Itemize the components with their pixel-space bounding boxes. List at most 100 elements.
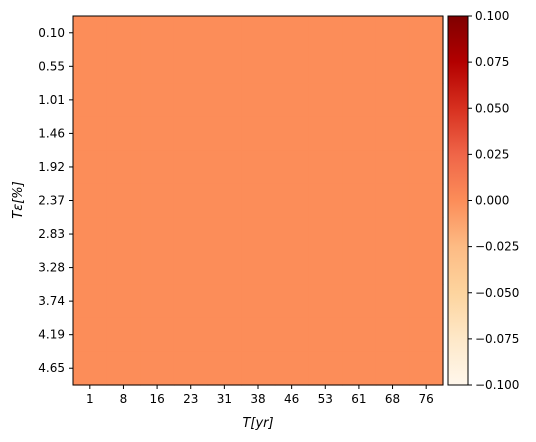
heatmap-cell: [107, 50, 141, 84]
heatmap-cell: [275, 351, 309, 385]
heatmap-cell: [376, 351, 410, 385]
colorbar-tick-label: −0.025: [475, 240, 519, 254]
heatmap-cell: [174, 251, 208, 285]
heatmap-cell: [376, 150, 410, 184]
x-axis-label: T[yr]: [242, 416, 273, 431]
y-tick-label: 2.37: [38, 194, 65, 208]
heatmap-cell: [73, 284, 107, 318]
heatmap-cell: [376, 83, 410, 117]
heatmap-cell: [275, 284, 309, 318]
x-tick-label: 23: [183, 392, 198, 406]
heatmap-cell: [409, 184, 443, 218]
heatmap-cell: [342, 150, 376, 184]
x-tick-label: 31: [217, 392, 232, 406]
heatmap-cell: [376, 217, 410, 251]
y-tick-label: 4.19: [38, 328, 65, 342]
x-tick-label: 61: [351, 392, 366, 406]
heatmap-cell: [208, 217, 242, 251]
heatmap-cell: [308, 50, 342, 84]
heatmap-cell: [140, 318, 174, 352]
heatmap-cell: [308, 150, 342, 184]
heatmap-cell: [174, 150, 208, 184]
heatmap-cell: [275, 117, 309, 151]
heatmap-cell: [241, 150, 275, 184]
heatmap-cell: [342, 351, 376, 385]
heatmap-cell: [208, 150, 242, 184]
x-tick-label: 1: [86, 392, 94, 406]
heatmap-cell: [342, 83, 376, 117]
heatmap-cell: [140, 117, 174, 151]
heatmap-cell: [308, 217, 342, 251]
y-tick-label: 2.83: [38, 227, 65, 241]
x-tick-label: 68: [385, 392, 400, 406]
y-tick-label: 1.46: [38, 126, 65, 140]
x-tick-label: 53: [318, 392, 333, 406]
heatmap-cell: [208, 351, 242, 385]
heatmap-cell: [140, 16, 174, 50]
colorbar-tick-label: 0.050: [475, 101, 509, 115]
heatmap-cell: [409, 251, 443, 285]
x-tick-label: 46: [284, 392, 299, 406]
heatmap-cell: [174, 16, 208, 50]
heatmap-cell: [174, 184, 208, 218]
colorbar-tick-label: 0.025: [475, 147, 509, 161]
heatmap-cell: [208, 318, 242, 352]
colorbar-tick-label: 0.075: [475, 55, 509, 69]
y-tick-label: 0.10: [38, 26, 65, 40]
heatmap-cell: [241, 351, 275, 385]
y-tick-label: 1.92: [38, 160, 65, 174]
colorbar-tick-label: −0.100: [475, 378, 519, 392]
heatmap-cell: [275, 251, 309, 285]
heatmap-cell: [376, 184, 410, 218]
heatmap-cell: [308, 184, 342, 218]
x-tick-label: 76: [419, 392, 434, 406]
heatmap-cell: [107, 251, 141, 285]
heatmap-cell: [241, 217, 275, 251]
heatmap-cell: [174, 217, 208, 251]
heatmap-cell: [140, 284, 174, 318]
heatmap-cell: [409, 16, 443, 50]
heatmap-cell: [308, 83, 342, 117]
x-tick-label: 8: [120, 392, 128, 406]
heatmap-cell: [409, 50, 443, 84]
heatmap-cell: [308, 351, 342, 385]
heatmap-cell: [208, 184, 242, 218]
heatmap-cell: [140, 217, 174, 251]
heatmap-cell: [241, 318, 275, 352]
heatmap-cell: [208, 251, 242, 285]
heatmap-cell: [241, 50, 275, 84]
heatmap-cell: [73, 117, 107, 151]
heatmap-cell: [308, 117, 342, 151]
heatmap-cell: [208, 284, 242, 318]
heatmap-cell: [376, 318, 410, 352]
heatmap-cell: [241, 83, 275, 117]
heatmap-cell: [275, 16, 309, 50]
colorbar-tick-label: 0.100: [475, 9, 509, 23]
heatmap-cell: [342, 217, 376, 251]
heatmap-cell: [342, 184, 376, 218]
colorbar-tick-label: −0.075: [475, 332, 519, 346]
heatmap-cell: [208, 83, 242, 117]
heatmap-cell: [409, 117, 443, 151]
heatmap-cell: [73, 83, 107, 117]
heatmap-cell: [342, 251, 376, 285]
heatmap-cell: [376, 50, 410, 84]
heatmap-cell: [308, 284, 342, 318]
heatmap-cell: [342, 318, 376, 352]
y-tick-label: 4.65: [38, 361, 65, 375]
heatmap-cell: [107, 184, 141, 218]
heatmap-cell: [376, 284, 410, 318]
heatmap-cell: [409, 284, 443, 318]
heatmap-cell: [107, 150, 141, 184]
heatmap-cell: [342, 284, 376, 318]
heatmap-cell: [376, 251, 410, 285]
heatmap-cell: [174, 318, 208, 352]
heatmap-cell: [275, 50, 309, 84]
heatmap-cell: [376, 117, 410, 151]
heatmap-cell: [107, 83, 141, 117]
heatmap-cell: [140, 83, 174, 117]
heatmap-cell: [107, 16, 141, 50]
colorbar: 0.100 0.075 0.050 0.025 0.000 −0.025 −0.050 −0.…: [448, 9, 519, 392]
heatmap-cell: [107, 217, 141, 251]
